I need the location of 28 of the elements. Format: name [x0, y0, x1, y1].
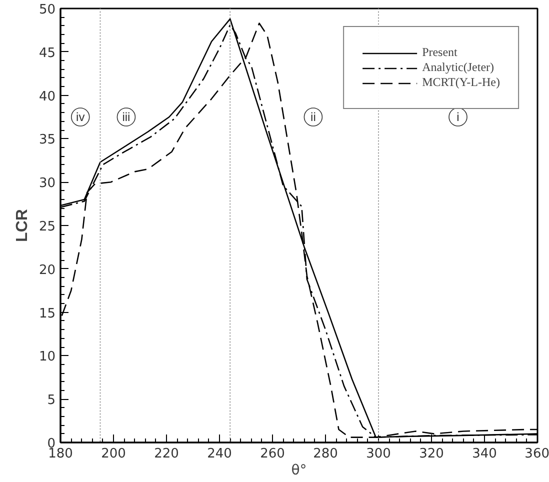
y-tick-label: 35 — [38, 132, 56, 148]
x-tick-label: 260 — [260, 446, 285, 462]
y-tick-label: 25 — [38, 220, 56, 234]
legend-label: Analytic(Jeter) — [422, 60, 494, 75]
annotation: iv — [76, 110, 85, 124]
x-tick-label: 320 — [419, 446, 444, 462]
x-tick-label: 280 — [313, 446, 338, 462]
y-tick-label: 40 — [38, 89, 56, 104]
y-tick-label: 5 — [47, 393, 56, 408]
y-tick-label: 15 — [38, 306, 56, 322]
legend-label: Present — [422, 45, 458, 60]
y-tick-label: 10 — [38, 350, 56, 365]
x-tick-label: 340 — [472, 446, 497, 462]
x-axis-title: θ° — [291, 462, 307, 478]
x-tick-label: 220 — [154, 446, 179, 462]
annotation: ii — [310, 110, 316, 124]
y-axis-title: LCR — [14, 208, 31, 242]
x-tick-label: 360 — [524, 446, 549, 462]
y-tick-label: 30 — [38, 176, 56, 192]
annotation: iii — [122, 110, 130, 124]
annotation: i — [456, 110, 460, 124]
x-tick-label: 300 — [366, 446, 391, 462]
y-tick-label: 20 — [38, 262, 56, 278]
y-tick-label: 45 — [38, 46, 56, 61]
x-tick-label: 200 — [101, 446, 126, 462]
x-tick-label: 240 — [207, 446, 232, 462]
legend-label: MCRT(Y-L-He) — [422, 75, 500, 90]
y-tick-label: 50 — [38, 2, 56, 18]
